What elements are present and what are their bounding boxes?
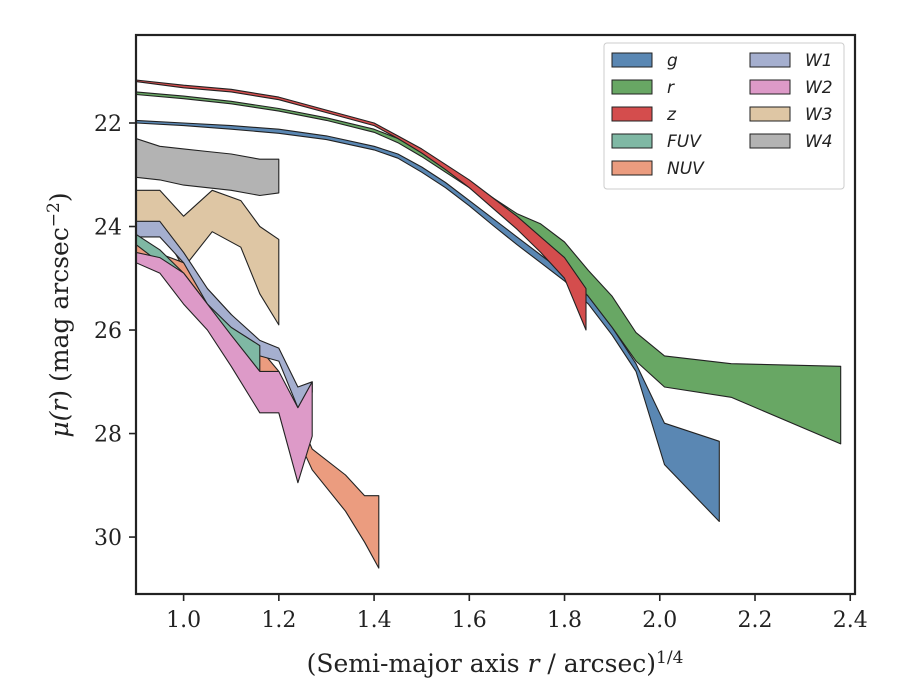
x-axis: 1.0 1.2 1.4 1.6 1.8 2.0 2.2 2.4 — [166, 594, 868, 633]
legend-swatch-g — [611, 52, 653, 68]
legend-label-w4: W4 — [805, 132, 833, 152]
x-tick-label: 2.0 — [642, 608, 677, 633]
y-axis: 22 24 26 28 30 — [94, 112, 136, 551]
legend-label-w2: W2 — [805, 78, 833, 98]
band-z — [136, 79, 587, 331]
legend-swatch-w3 — [749, 106, 791, 122]
legend-label-w1: W1 — [805, 51, 833, 71]
y-tick-label: 22 — [94, 112, 122, 137]
legend-swatch-z — [611, 106, 653, 122]
x-tick-label: 1.6 — [452, 608, 487, 633]
band-w4 — [136, 137, 280, 197]
y-axis-title: μ(r) (mag arcsec−2) — [44, 192, 74, 437]
y-tick-label: 24 — [94, 216, 122, 241]
legend-swatch-w2 — [749, 79, 791, 95]
band-w2 — [136, 251, 313, 484]
x-tick-label: 2.2 — [738, 608, 773, 633]
legend-label-fuv: FUV — [667, 132, 702, 152]
legend-label-g: g — [667, 51, 678, 71]
y-tick-label: 28 — [94, 423, 122, 448]
legend: grz FUV NUV W1 W2 W3 W4 — [603, 42, 845, 190]
legend-label-z: z — [666, 105, 677, 125]
x-axis-title: (Semi-major axis r / arcsec)1/4 — [307, 648, 684, 678]
x-tick-label: 1.4 — [357, 608, 392, 633]
x-tick-label: 1.8 — [547, 608, 582, 633]
y-tick-label: 26 — [94, 319, 122, 344]
x-tick-label: 2.4 — [833, 608, 868, 633]
legend-label-nuv: NUV — [667, 159, 705, 179]
plot-frame — [134, 33, 857, 596]
legend-swatch-nuv — [611, 160, 653, 176]
band-g — [136, 119, 720, 523]
legend-swatch-r — [611, 79, 653, 95]
legend-swatch-fuv — [611, 133, 653, 149]
band-layer — [136, 79, 842, 569]
y-tick-label: 30 — [94, 526, 122, 551]
x-tick-label: 1.2 — [261, 608, 296, 633]
legend-swatch-w1 — [749, 52, 791, 68]
legend-swatch-w4 — [749, 133, 791, 149]
legend-label-w3: W3 — [805, 105, 833, 125]
legend-label-r: r — [667, 78, 675, 98]
band-w1 — [136, 220, 313, 409]
x-tick-label: 1.0 — [166, 608, 201, 633]
